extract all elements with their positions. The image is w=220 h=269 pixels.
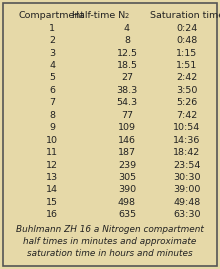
Text: 2: 2	[49, 36, 55, 45]
Text: 5:26: 5:26	[176, 98, 198, 107]
Text: 16: 16	[46, 210, 58, 219]
Text: Half-time N: Half-time N	[72, 11, 125, 20]
Text: 390: 390	[118, 185, 136, 194]
Text: 4: 4	[124, 24, 130, 33]
Text: 15: 15	[46, 198, 58, 207]
Text: 39:00: 39:00	[173, 185, 201, 194]
Text: Buhlmann ZH 16 a Nitrogen compartment
half times in minutes and approximate
satu: Buhlmann ZH 16 a Nitrogen compartment ha…	[16, 225, 204, 258]
Text: 4: 4	[49, 61, 55, 70]
Text: 30:30: 30:30	[173, 173, 201, 182]
Text: 27: 27	[121, 73, 133, 83]
Text: 1:15: 1:15	[176, 49, 198, 58]
Text: 2: 2	[125, 13, 129, 19]
Text: 9: 9	[49, 123, 55, 132]
Text: 63:30: 63:30	[173, 210, 201, 219]
Text: 498: 498	[118, 198, 136, 207]
Text: 635: 635	[118, 210, 136, 219]
Text: 7:42: 7:42	[176, 111, 198, 120]
Text: 1:51: 1:51	[176, 61, 198, 70]
Text: 6: 6	[49, 86, 55, 95]
Text: 77: 77	[121, 111, 133, 120]
Text: 14:36: 14:36	[173, 136, 201, 145]
Text: 3:50: 3:50	[176, 86, 198, 95]
Text: 0:48: 0:48	[176, 36, 198, 45]
Text: 12.5: 12.5	[117, 49, 138, 58]
Text: 54.3: 54.3	[116, 98, 138, 107]
Text: 18:42: 18:42	[173, 148, 201, 157]
Text: 18.5: 18.5	[117, 61, 138, 70]
Text: Saturation time: Saturation time	[150, 11, 220, 20]
Text: 38.3: 38.3	[116, 86, 138, 95]
Text: 3: 3	[49, 49, 55, 58]
Text: 10: 10	[46, 136, 58, 145]
Text: 1: 1	[49, 24, 55, 33]
Text: 23:54: 23:54	[173, 161, 201, 169]
Text: 8: 8	[49, 111, 55, 120]
Text: 5: 5	[49, 73, 55, 83]
Text: 239: 239	[118, 161, 136, 169]
Text: 49:48: 49:48	[173, 198, 201, 207]
Text: 12: 12	[46, 161, 58, 169]
Text: 8: 8	[124, 36, 130, 45]
Text: 14: 14	[46, 185, 58, 194]
Text: 146: 146	[118, 136, 136, 145]
Text: 0:24: 0:24	[176, 24, 198, 33]
Text: 109: 109	[118, 123, 136, 132]
Text: 305: 305	[118, 173, 136, 182]
Text: 11: 11	[46, 148, 58, 157]
Text: Compartment: Compartment	[19, 11, 85, 20]
Text: 187: 187	[118, 148, 136, 157]
Text: 7: 7	[49, 98, 55, 107]
Text: 10:54: 10:54	[173, 123, 201, 132]
Text: 13: 13	[46, 173, 58, 182]
Text: 2:42: 2:42	[176, 73, 198, 83]
